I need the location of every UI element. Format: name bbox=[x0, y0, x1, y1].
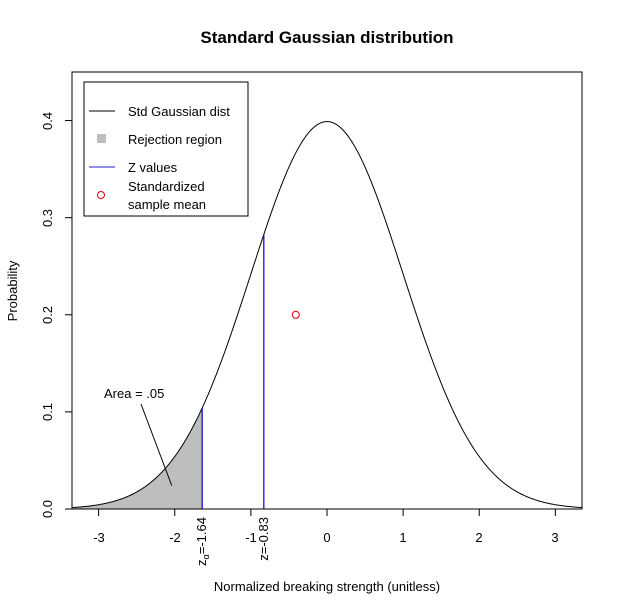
legend-label: sample mean bbox=[128, 197, 206, 212]
legend-label: Standardized bbox=[128, 179, 205, 194]
legend: Std Gaussian dist Rejection region Z val… bbox=[83, 81, 249, 217]
axes-layer bbox=[65, 71, 583, 516]
x-tick-labels: -3 -2 -1 0 1 2 3 bbox=[93, 530, 558, 545]
x-tick-label: 3 bbox=[551, 530, 558, 545]
y-tick-labels: 0.0 0.1 0.2 0.3 0.4 bbox=[40, 112, 55, 518]
y-tick-label: 0.0 bbox=[40, 500, 55, 518]
legend-label: Std Gaussian dist bbox=[128, 104, 230, 119]
x-tick-label: -2 bbox=[169, 530, 181, 545]
z-lines-layer bbox=[201, 234, 265, 509]
gaussian-curve bbox=[71, 121, 583, 509]
z-alpha-label: zα=-1.64 bbox=[194, 517, 211, 566]
x-tick-label: 1 bbox=[399, 530, 406, 545]
z-observed-label: z=-0.83 bbox=[256, 517, 271, 561]
chart-title: Standard Gaussian distribution bbox=[200, 28, 453, 47]
x-axis-label: Normalized breaking strength (unitless) bbox=[214, 579, 440, 594]
x-tick-label: 0 bbox=[323, 530, 330, 545]
rejection-region-area bbox=[72, 408, 203, 509]
legend-box bbox=[83, 81, 249, 217]
legend-square-swatch bbox=[97, 134, 106, 143]
y-axis-label: Probability bbox=[5, 260, 20, 321]
y-tick-label: 0.4 bbox=[40, 112, 55, 130]
x-tick-label: 2 bbox=[475, 530, 482, 545]
y-tick-label: 0.3 bbox=[40, 209, 55, 227]
y-tick-label: 0.1 bbox=[40, 403, 55, 421]
legend-label: Rejection region bbox=[128, 132, 222, 147]
rejection-region-layer bbox=[72, 408, 203, 509]
sample-mean-point bbox=[291, 310, 300, 319]
area-annotation-pointer bbox=[140, 403, 173, 486]
x-tick-label: -1 bbox=[245, 530, 257, 545]
x-tick-label: -3 bbox=[93, 530, 105, 545]
legend-label: Z values bbox=[128, 160, 178, 175]
sample-mean-layer bbox=[291, 310, 300, 319]
y-tick-label: 0.2 bbox=[40, 306, 55, 324]
gaussian-curve-layer bbox=[71, 121, 583, 509]
area-annotation: Area = .05 bbox=[104, 386, 164, 401]
legend-circle-swatch bbox=[97, 191, 105, 199]
